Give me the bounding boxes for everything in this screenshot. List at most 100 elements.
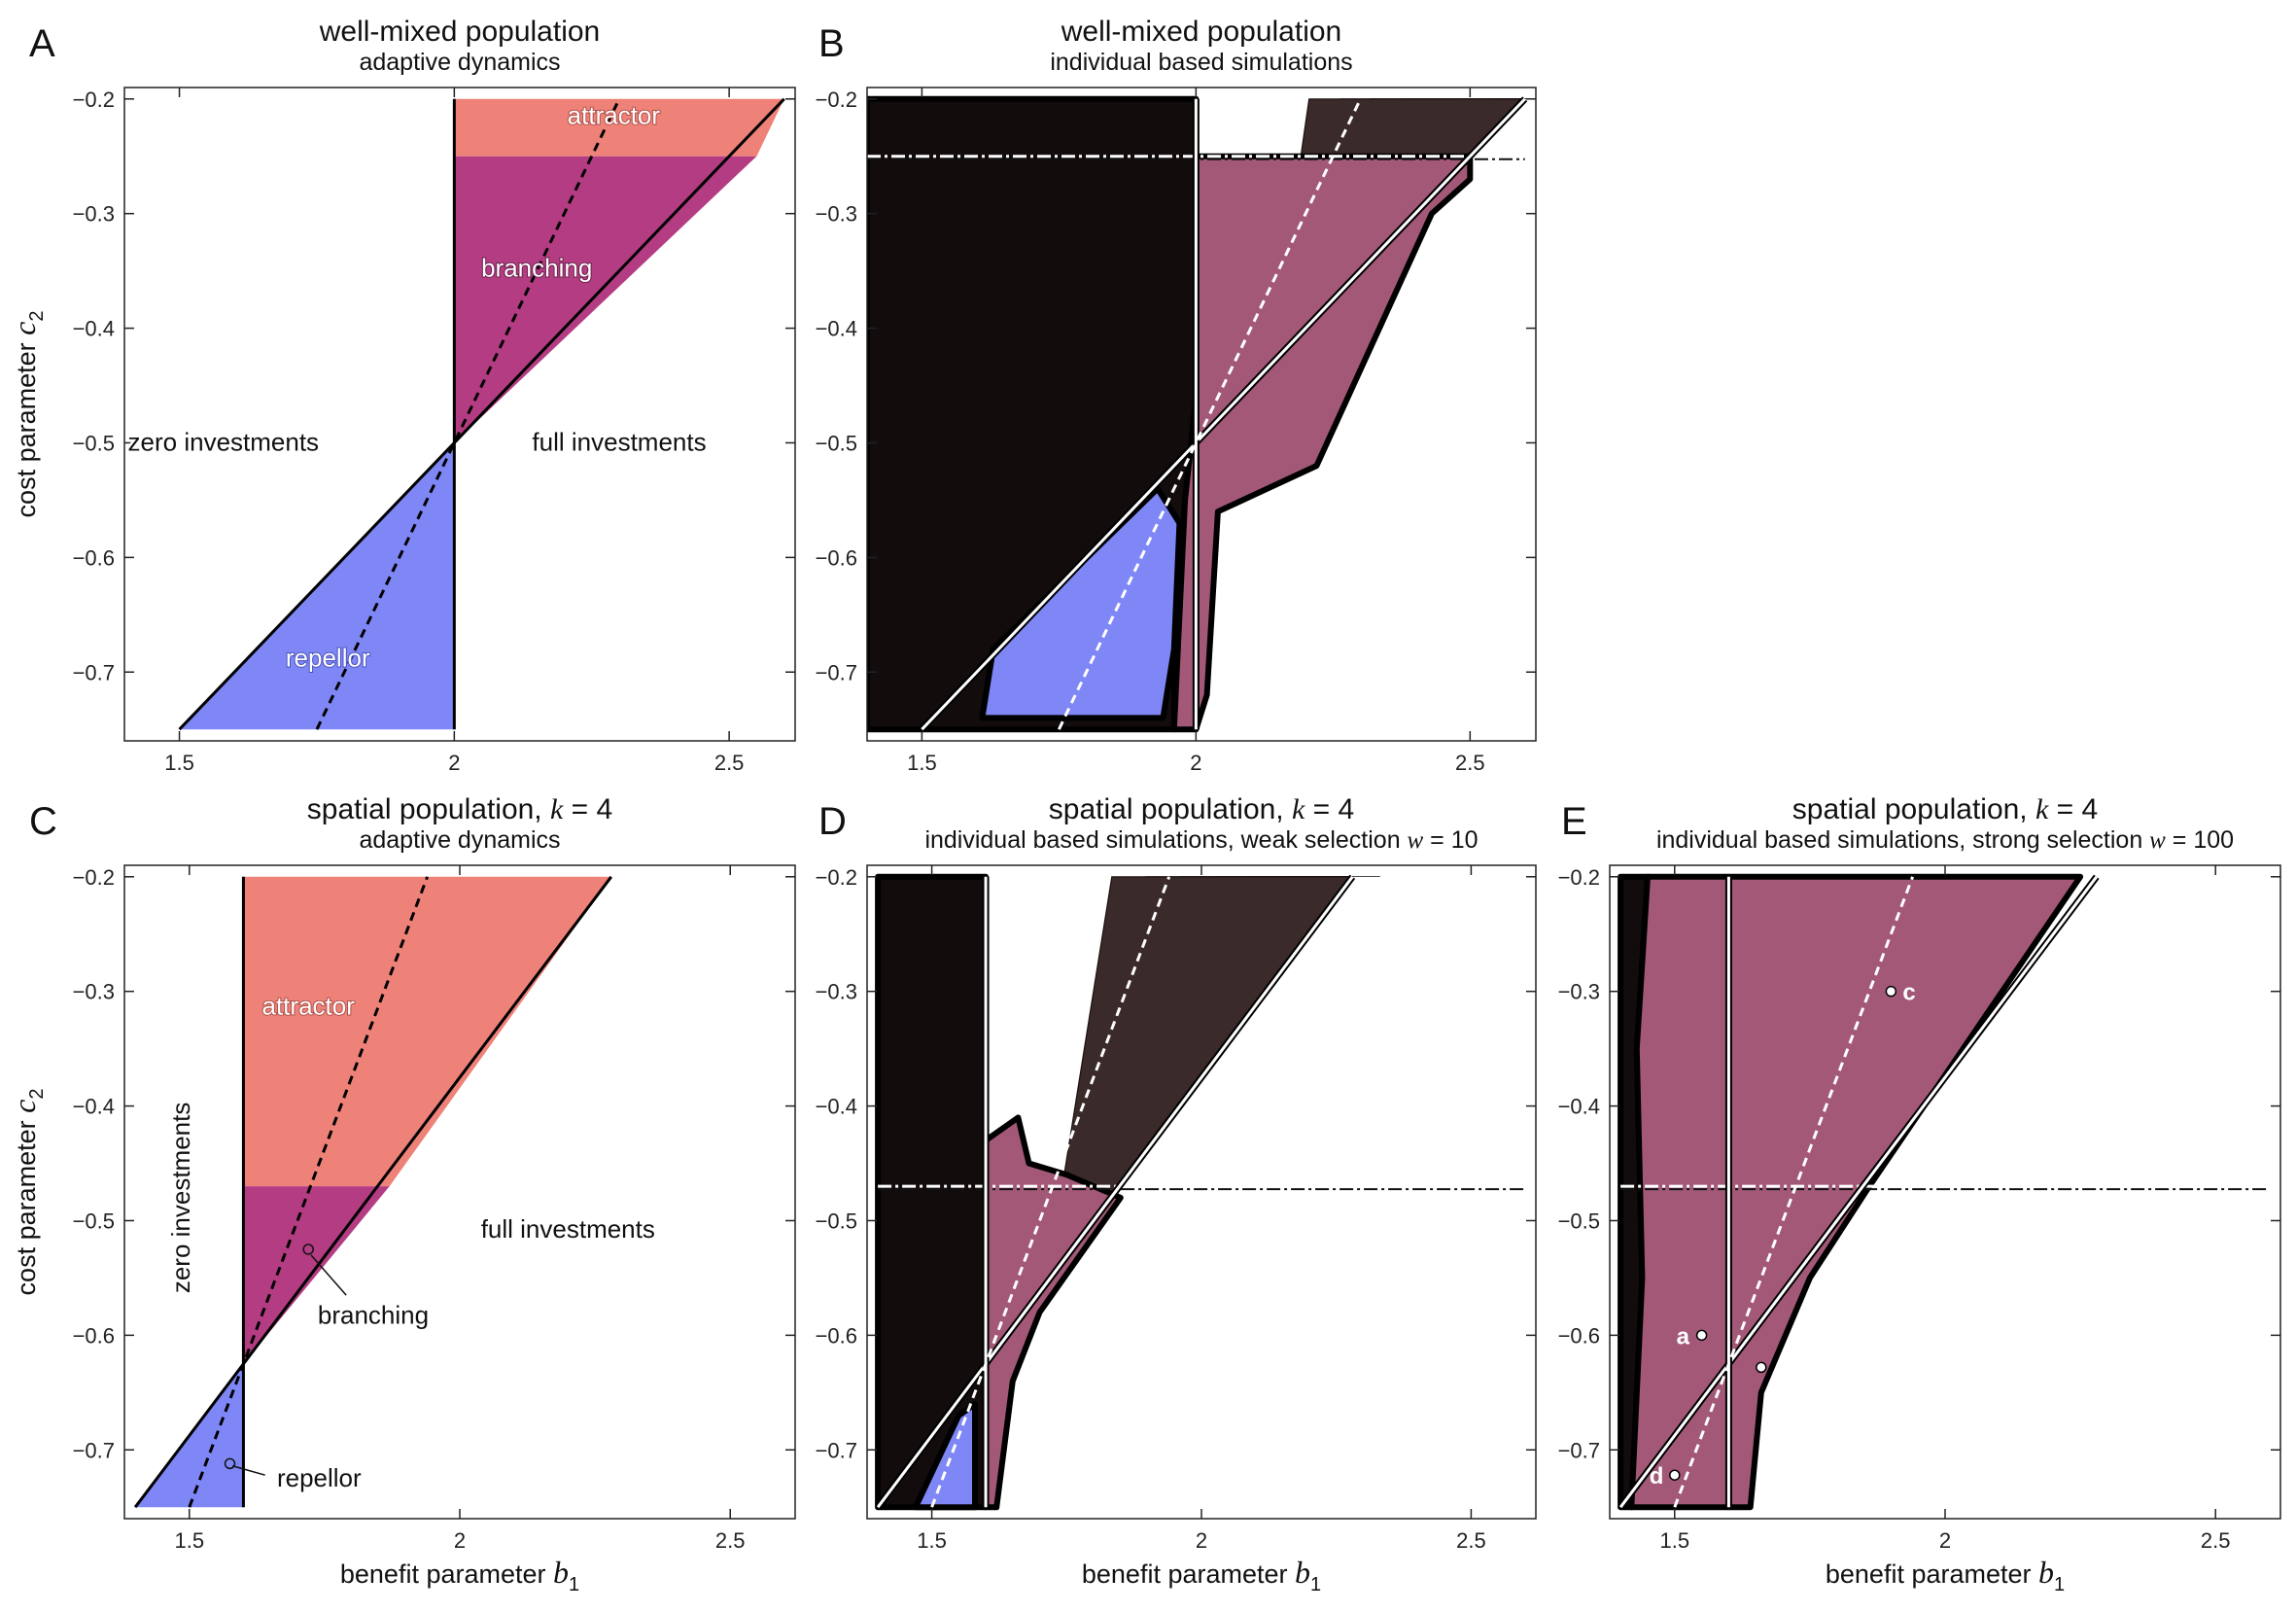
region-branching	[983, 1114, 1124, 1511]
y-axis-label-sub: 2	[26, 1089, 48, 1100]
subtitle-w-value: = 100	[2166, 826, 2234, 854]
panel-subtitle: individual based simulations	[1050, 49, 1352, 76]
y-tick-label: −0.3	[73, 980, 115, 1004]
x-tick-label: 2.5	[714, 751, 745, 775]
title-k: k	[550, 793, 564, 825]
y-tick-label: −0.2	[1558, 865, 1600, 890]
region-label-attractor: attractor	[262, 991, 356, 1020]
x-axis-label-text: benefit parameter	[340, 1559, 553, 1589]
panel-letter: E	[1561, 800, 1587, 843]
region-label-zero-investments: zero investments	[166, 1103, 195, 1294]
x-axis-label-symbol: b	[2038, 1555, 2054, 1590]
line-solid-white	[1618, 875, 2099, 1509]
y-tick-label: −0.3	[73, 202, 115, 227]
line-dashed-white	[930, 876, 1171, 1508]
region-repellor	[979, 485, 1183, 721]
x-tick-label: 1.5	[907, 751, 937, 775]
panel-letter: D	[818, 800, 847, 843]
panel-title: spatial population, k = 4	[1792, 793, 2098, 825]
y-tick-label: −0.5	[816, 1209, 857, 1233]
plot-frame	[123, 87, 796, 742]
panel-subtitle: adaptive dynamics	[359, 826, 560, 854]
plot-content: c a b d	[1618, 873, 2270, 1511]
region-repellor	[912, 1401, 978, 1511]
point-c	[1885, 985, 1897, 998]
plot-content	[133, 875, 613, 1509]
region-branching	[1170, 153, 1474, 733]
x-axis-label: benefit parameter b1	[340, 1555, 579, 1595]
point-label-c: c	[1902, 980, 1915, 1006]
y-tick-label: −0.6	[1558, 1323, 1600, 1348]
panel-letter: A	[29, 22, 55, 65]
plot-content	[178, 97, 785, 731]
x-tick-label: 2	[454, 1528, 466, 1553]
title-k-value: = 4	[1305, 793, 1354, 825]
panel-title: well-mixed population	[1061, 16, 1342, 48]
y-tick-label: −0.5	[1558, 1209, 1600, 1233]
panel-subtitle: adaptive dynamics	[359, 49, 560, 76]
x-axis-label: benefit parameter b1	[1082, 1555, 1321, 1595]
x-axis-label-sub: 1	[2054, 1574, 2065, 1595]
panel-title: well-mixed population	[319, 16, 601, 48]
x-tick-label: 2.5	[2201, 1528, 2231, 1553]
title-k: k	[2035, 793, 2049, 825]
plot-frame	[866, 87, 1537, 742]
y-tick-label: −0.5	[73, 431, 115, 455]
repellor-leader	[232, 1465, 265, 1476]
subtitle-w: w	[2149, 827, 2166, 854]
region-attractor	[454, 98, 784, 157]
point-b	[1756, 1361, 1767, 1374]
y-tick-label: −0.3	[816, 202, 857, 227]
region-label-attractor: attractor	[568, 101, 661, 130]
region-label-repellor: repellor	[286, 643, 370, 672]
y-axis-label-sub: 2	[26, 311, 48, 322]
region-label-branching: branching	[481, 254, 592, 283]
point-label-d: d	[1650, 1463, 1664, 1489]
y-tick-label: −0.7	[1558, 1438, 1600, 1462]
point-d	[1669, 1469, 1681, 1481]
line-solid	[178, 97, 785, 731]
y-tick-label: −0.6	[816, 545, 857, 570]
y-axis-label: cost parameter c2	[7, 1089, 48, 1296]
x-tick-label: 2	[1939, 1528, 1951, 1553]
x-axis-label-text: benefit parameter	[1826, 1559, 2038, 1589]
y-tick-label: −0.4	[1558, 1095, 1600, 1119]
x-tick-label: 2	[448, 751, 460, 775]
y-tick-label: −0.7	[816, 1438, 857, 1462]
panel-subtitle: individual based simulations, weak selec…	[924, 826, 1478, 854]
point-a	[1695, 1329, 1708, 1342]
y-tick-label: −0.3	[1558, 980, 1600, 1004]
y-axis-label-text: cost parameter	[12, 335, 41, 518]
plot-content	[875, 873, 1536, 1519]
y-tick-label: −0.7	[73, 1438, 115, 1462]
y-tick-label: −0.6	[73, 1323, 115, 1348]
y-tick-label: −0.5	[73, 1209, 115, 1233]
x-tick-label: 1.5	[164, 751, 194, 775]
region-label-branching: branching	[318, 1301, 429, 1330]
outside-domain	[878, 876, 1536, 1519]
y-tick-label: −0.2	[816, 88, 857, 112]
panel-title: spatial population, k = 4	[1049, 793, 1354, 825]
x-tick-label: 2.5	[1455, 751, 1485, 775]
region-label-zero-investments: zero investments	[128, 428, 320, 457]
panel-letter: B	[818, 22, 845, 65]
y-axis-label-text: cost parameter	[12, 1113, 41, 1296]
plot-content	[867, 95, 1536, 741]
y-axis-label-symbol: c	[7, 1100, 42, 1113]
line-solid-white	[921, 97, 1526, 731]
point-label-a: a	[1677, 1323, 1690, 1349]
y-tick-label: −0.4	[73, 317, 115, 341]
panel-title: spatial population, k = 4	[307, 793, 612, 825]
subtitle-w-value: = 10	[1423, 826, 1478, 854]
x-axis-label-symbol: b	[553, 1555, 569, 1590]
y-tick-label: −0.4	[73, 1095, 115, 1119]
y-axis-label: cost parameter c2	[7, 311, 48, 518]
repellor-marker	[224, 1457, 236, 1470]
title-k-value: = 4	[2048, 793, 2098, 825]
title-k: k	[1292, 793, 1305, 825]
x-tick-label: 1.5	[1659, 1528, 1689, 1553]
